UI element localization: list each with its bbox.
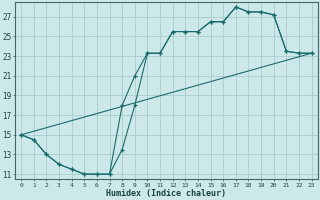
X-axis label: Humidex (Indice chaleur): Humidex (Indice chaleur) [106,189,226,198]
